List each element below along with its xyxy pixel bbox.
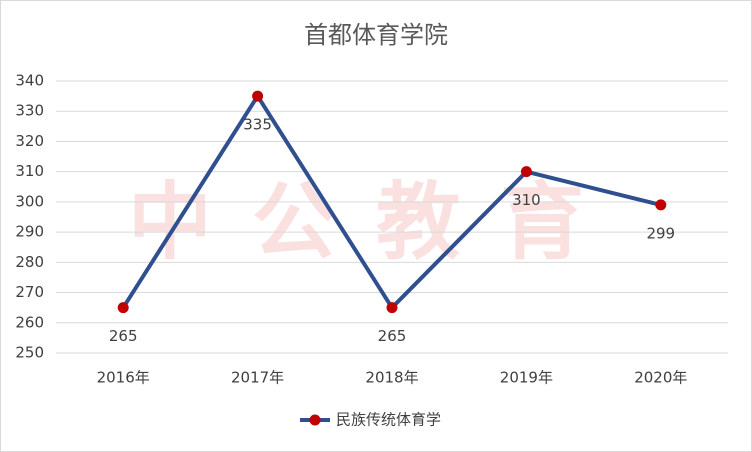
- legend-label: 民族传统体育学: [336, 411, 441, 429]
- legend-marker: [309, 414, 321, 426]
- data-label: 265: [109, 327, 138, 345]
- y-tick-label: 310: [15, 162, 44, 180]
- data-label: 310: [512, 191, 541, 209]
- data-point: [252, 90, 264, 102]
- chart-title: 首都体育学院: [304, 21, 448, 49]
- x-tick-label: 2018年: [365, 369, 418, 387]
- y-tick-label: 340: [15, 72, 44, 90]
- y-tick-label: 280: [15, 253, 44, 271]
- y-tick-label: 260: [15, 313, 44, 331]
- data-label: 265: [378, 327, 407, 345]
- y-tick-label: 270: [15, 283, 44, 301]
- data-point: [520, 166, 532, 178]
- data-point: [117, 302, 129, 314]
- x-tick-label: 2020年: [634, 369, 687, 387]
- data-label: 335: [243, 116, 272, 134]
- y-tick-label: 250: [15, 344, 44, 362]
- y-tick-label: 300: [15, 192, 44, 210]
- watermark: 中公教育: [128, 173, 624, 271]
- y-tick-label: 320: [15, 132, 44, 150]
- y-tick-label: 330: [15, 102, 44, 120]
- x-tick-label: 2016年: [97, 369, 150, 387]
- data-label: 299: [646, 224, 675, 242]
- data-point: [655, 199, 667, 211]
- x-tick-label: 2017年: [231, 369, 284, 387]
- x-tick-label: 2019年: [500, 369, 553, 387]
- y-tick-label: 290: [15, 223, 44, 241]
- data-point: [386, 302, 398, 314]
